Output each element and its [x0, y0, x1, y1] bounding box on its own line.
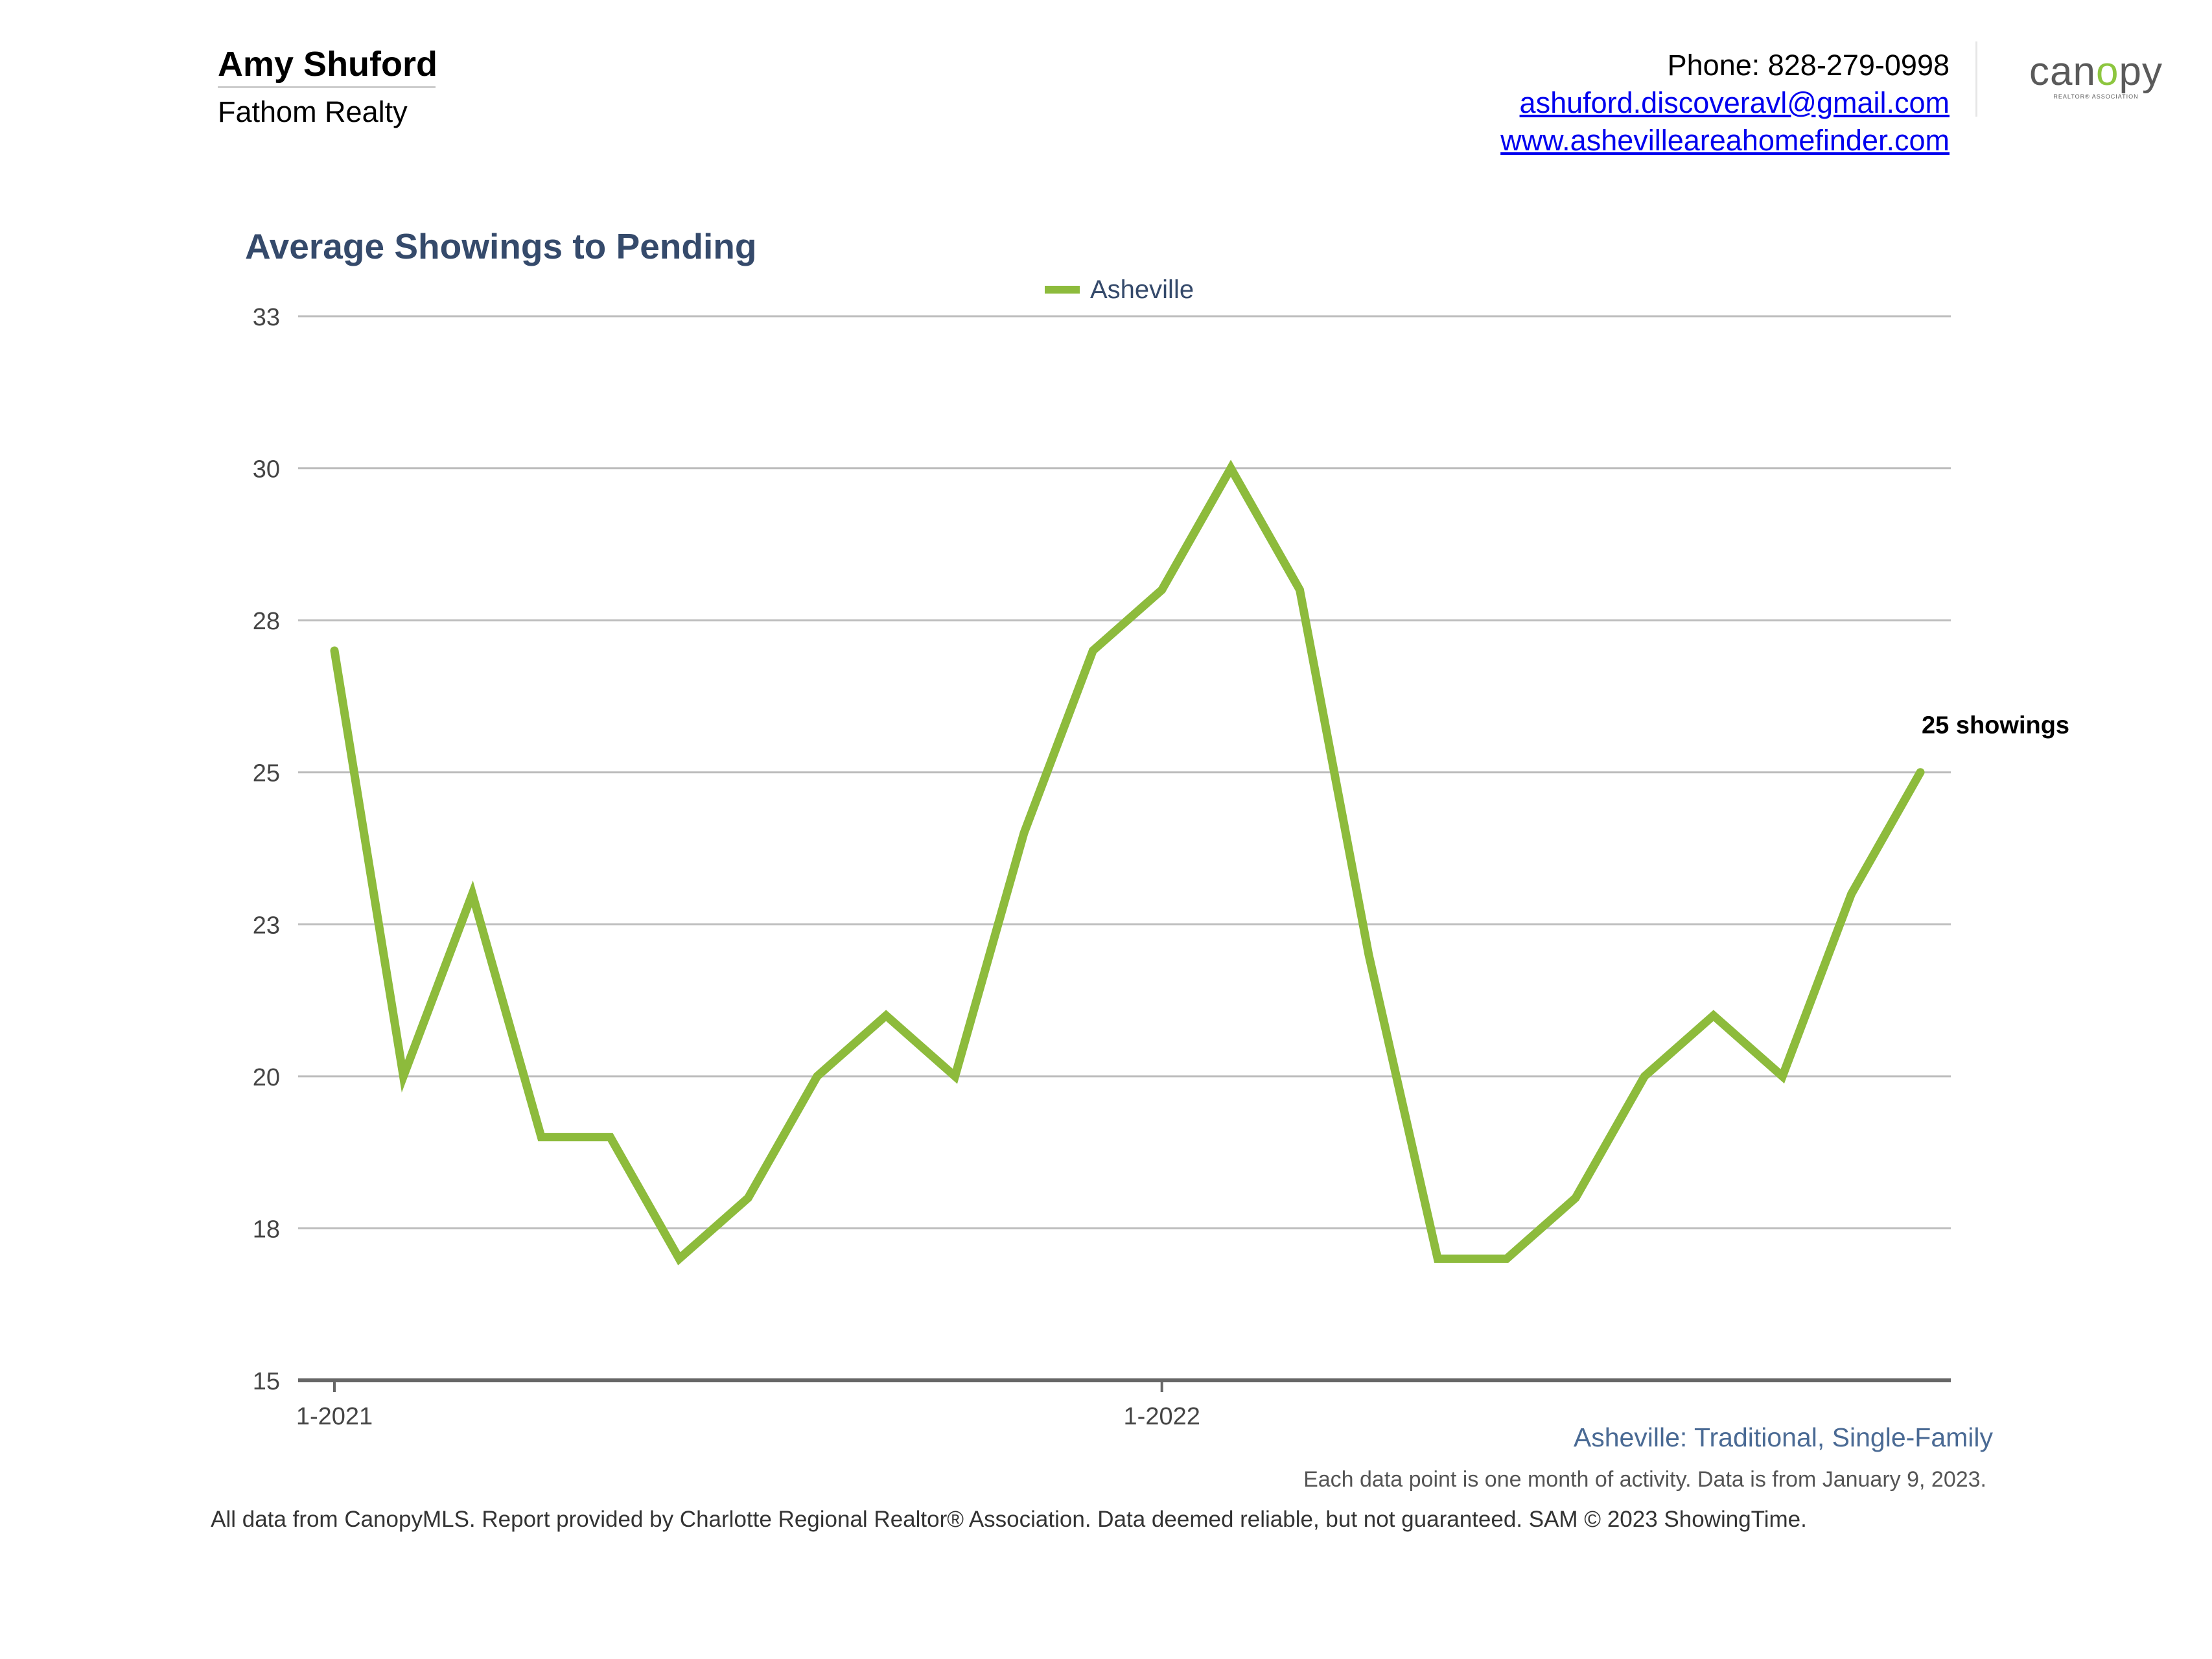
logo-wordmark: canopy	[2029, 49, 2163, 94]
data-point	[402, 1074, 405, 1078]
logo-divider	[1975, 41, 1977, 117]
disclaimer-text: All data from CanopyMLS. Report provided…	[211, 1507, 1807, 1532]
data-point	[1712, 1014, 1715, 1017]
data-point	[471, 892, 474, 896]
series-line-asheville	[330, 459, 1925, 1266]
data-point	[1436, 1257, 1439, 1260]
data-point	[885, 1014, 888, 1017]
chart-subtitle: Asheville: Traditional, Single-Family	[1573, 1422, 1993, 1452]
agent-name-underline	[218, 86, 436, 88]
y-tick-label: 20	[253, 1064, 280, 1091]
data-point	[1367, 953, 1370, 957]
legend-swatch	[1045, 286, 1080, 294]
chart-title: Average Showings to Pending	[245, 226, 757, 266]
data-point	[1022, 831, 1025, 835]
logo-subtext: REALTOR® ASSOCIATION	[2053, 93, 2139, 100]
data-point	[540, 1135, 543, 1139]
data-point	[1091, 649, 1095, 653]
data-point	[747, 1196, 750, 1200]
data-point	[815, 1074, 819, 1078]
y-tick-label: 28	[253, 608, 280, 635]
chart-legend: Asheville	[1045, 273, 1194, 306]
data-note: Each data point is one month of activity…	[1303, 1467, 1986, 1492]
legend-label-asheville: Asheville	[1090, 275, 1194, 304]
y-tick-label: 15	[253, 1368, 280, 1395]
agent-company: Fathom Realty	[218, 95, 408, 128]
data-point	[609, 1135, 612, 1139]
y-tick-label: 30	[253, 456, 280, 483]
data-point	[1505, 1257, 1508, 1260]
x-tick-label: 1-2022	[1124, 1403, 1200, 1430]
y-tick-label: 25	[253, 760, 280, 787]
data-point	[1298, 588, 1301, 592]
data-point	[333, 649, 336, 653]
data-point	[1574, 1196, 1578, 1200]
email-link[interactable]: ashuford.discoveravl@gmail.com	[1519, 86, 1950, 119]
logo-accent-letter: o	[2096, 49, 2119, 94]
data-point	[677, 1257, 681, 1260]
x-tick-label: 1-2021	[296, 1403, 373, 1430]
website-link[interactable]: www.ashevilleareahomefinder.com	[1500, 124, 1950, 157]
phone-number: Phone: 828-279-0998	[1667, 49, 1950, 82]
y-tick-label: 23	[253, 912, 280, 939]
data-point	[1160, 588, 1163, 592]
canopy-logo: canopy REALTOR® ASSOCIATION	[2025, 52, 2167, 100]
y-tick-label: 33	[253, 304, 280, 331]
data-point	[953, 1074, 957, 1078]
last-value-annotation: 25 showings	[1922, 712, 2069, 739]
agent-name: Amy Shuford	[218, 45, 438, 84]
data-point	[1919, 771, 1922, 774]
disclaimer: All data from CanopyMLS. Report provided…	[0, 1507, 2212, 1533]
data-point	[1850, 892, 1853, 896]
contact-block: Phone: 828-279-0998 ashuford.discoveravl…	[1500, 47, 1950, 159]
data-point	[1781, 1074, 1784, 1078]
data-point	[1643, 1074, 1646, 1078]
data-point	[1229, 467, 1233, 470]
y-tick-label: 18	[253, 1216, 280, 1243]
